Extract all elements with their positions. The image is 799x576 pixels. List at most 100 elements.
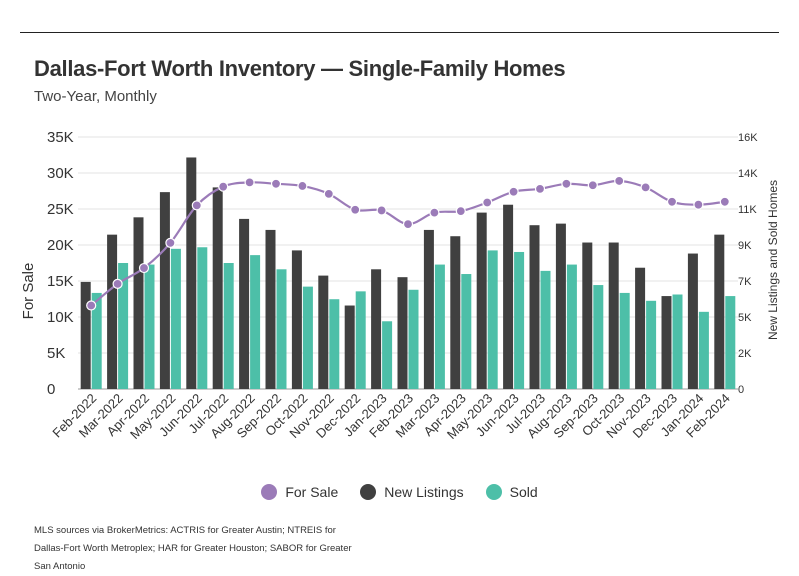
y-tick-label: 25K <box>47 201 74 218</box>
bar-new-listings <box>186 157 197 389</box>
legend-item-sold: Sold <box>485 484 538 500</box>
bar-new-listings <box>608 242 619 389</box>
bar-new-listings <box>555 223 566 389</box>
for-sale-point <box>138 262 150 274</box>
bar-new-listings <box>714 234 725 389</box>
bar-sold <box>487 250 498 389</box>
bar-sold <box>355 291 366 389</box>
y2-tick-label: 16K <box>738 132 758 144</box>
bar-new-listings <box>397 277 408 389</box>
legend-swatch-for-sale <box>261 484 278 500</box>
bar-new-listings <box>344 305 355 389</box>
y-tick-label: 10K <box>47 309 74 326</box>
bar-sold <box>672 294 683 389</box>
bar-sold <box>461 274 472 389</box>
legend-item-for-sale: For Sale <box>261 484 338 500</box>
bar-sold <box>223 263 234 389</box>
for-sale-point <box>165 237 176 248</box>
bar-new-listings <box>133 217 144 389</box>
for-sale-point <box>402 219 414 230</box>
bar-sold <box>646 300 657 389</box>
y-tick-label: 35K <box>47 129 74 146</box>
y-tick-label: 0 <box>47 381 55 398</box>
bar-sold <box>329 299 340 389</box>
y-tick-label: 5K <box>47 345 65 362</box>
bar-sold <box>170 248 181 389</box>
y-axis-left-ticks: 0 5K 10K 15K 20K 25K 30K 35K <box>47 129 74 398</box>
bar-sold <box>302 286 313 389</box>
bar-new-listings <box>503 204 514 389</box>
legend-label-new-listings: New Listings <box>384 484 464 500</box>
y2-tick-label: 2K <box>738 348 752 360</box>
legend-swatch-new-listings <box>360 484 377 500</box>
bar-sold <box>144 264 155 389</box>
for-sale-point <box>191 200 202 211</box>
bar-sold <box>434 264 445 389</box>
bar-sold <box>593 285 604 389</box>
y2-tick-label: 5K <box>738 312 752 324</box>
bar-sold <box>91 292 102 389</box>
bar-sold <box>566 264 577 389</box>
for-sale-point <box>561 178 572 189</box>
bar-new-listings <box>450 236 461 389</box>
for-sale-point <box>693 199 704 210</box>
for-sale-point <box>270 178 282 189</box>
for-sale-point <box>350 204 361 215</box>
y2-tick-label: 7K <box>738 276 752 288</box>
bar-new-listings <box>291 250 302 389</box>
y-axis-right-ticks: 0 2K 5K 7K 9K 11K 14K 16K <box>738 132 758 396</box>
for-sale-point <box>640 182 651 193</box>
for-sale-point <box>508 186 519 197</box>
y-tick-label: 30K <box>47 165 74 182</box>
top-rule <box>20 32 779 33</box>
for-sale-point <box>614 175 625 187</box>
for-sale-point <box>666 196 678 207</box>
bar-sold <box>197 247 208 389</box>
for-sale-point <box>455 206 466 217</box>
chart-title: Dallas-Fort Worth Inventory — Single-Fam… <box>34 56 566 81</box>
bar-sold <box>725 296 736 389</box>
y2-axis-label: New Listings and Sold Homes <box>766 180 780 340</box>
y2-tick-label: 9K <box>738 240 752 252</box>
bar-sold <box>276 269 287 389</box>
bars <box>80 157 736 389</box>
bar-sold <box>514 251 525 389</box>
bar-new-listings <box>582 242 593 389</box>
bar-new-listings <box>239 218 250 389</box>
for-sale-point <box>429 207 440 218</box>
for-sale-point <box>244 177 255 188</box>
bar-new-listings <box>661 296 672 389</box>
for-sale-point <box>323 188 334 199</box>
legend-swatch-sold <box>485 484 502 500</box>
bar-new-listings <box>371 269 382 389</box>
bar-sold <box>118 263 129 389</box>
bar-new-listings <box>212 187 223 389</box>
y2-tick-label: 0 <box>738 384 744 396</box>
y-axis-label: For Sale <box>20 263 37 320</box>
bar-new-listings <box>159 192 170 389</box>
for-sale-line <box>86 175 730 311</box>
bar-sold <box>250 255 261 389</box>
bar-new-listings <box>80 281 91 389</box>
chart-subtitle: Two-Year, Monthly <box>34 88 157 105</box>
for-sale-point <box>376 205 387 216</box>
legend-item-new-listings: New Listings <box>360 484 464 500</box>
bar-new-listings <box>423 229 434 389</box>
bar-sold <box>619 292 630 389</box>
bar-sold <box>382 321 393 389</box>
for-sale-point <box>534 183 546 194</box>
bar-new-listings <box>265 229 276 389</box>
for-sale-point <box>86 300 97 311</box>
x-axis-ticks: Feb-2022Mar-2022Apr-2022May-2022Jun-2022… <box>49 391 733 442</box>
bar-new-listings <box>687 253 698 389</box>
for-sale-point <box>482 197 493 208</box>
bar-new-listings <box>107 234 118 389</box>
bar-new-listings <box>318 275 329 389</box>
bar-new-listings <box>635 267 646 389</box>
legend-label-sold: Sold <box>509 484 538 500</box>
legend: For Sale New Listings Sold <box>0 484 799 500</box>
for-sale-point <box>297 180 308 192</box>
for-sale-point <box>719 196 730 207</box>
chart-area: 0 5K 10K 15K 20K 25K 30K 35K 0 2K 5K 7K 9K 11K 14K 16K… <box>20 129 780 442</box>
source-note: MLS sources via BrokerMetrics: ACTRIS fo… <box>34 525 352 572</box>
